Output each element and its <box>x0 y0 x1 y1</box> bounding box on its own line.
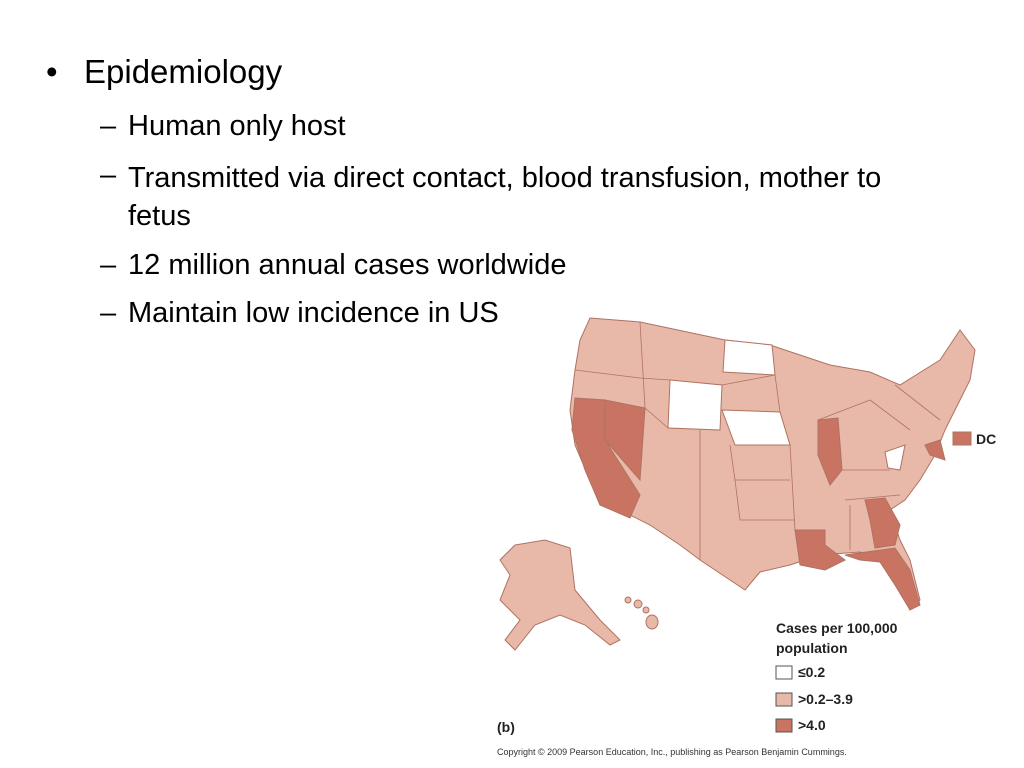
state-wy <box>667 379 723 431</box>
state-wv <box>884 444 906 471</box>
state-il <box>817 417 843 486</box>
dc-label: DC <box>976 431 997 447</box>
dash: – <box>100 249 117 281</box>
sub-bullet: Maintain low incidence in US <box>128 297 499 329</box>
legend-swatch-mid <box>775 692 793 707</box>
legend-label: >0.2–3.9 <box>798 691 853 707</box>
state-borders <box>574 321 941 560</box>
usa-map <box>499 317 976 733</box>
state-md <box>924 439 946 461</box>
state-la <box>794 529 846 571</box>
state-fl <box>844 547 921 611</box>
dash: – <box>100 110 117 142</box>
panel-label: (b) <box>497 719 515 735</box>
state-ak <box>499 539 621 651</box>
sub-bullet: Transmitted via direct contact, blood tr… <box>128 162 882 232</box>
legend-swatch-low <box>775 665 793 680</box>
state-nd <box>722 339 776 376</box>
dash: – <box>100 159 117 191</box>
state-nv <box>604 399 646 482</box>
bullet-text: Epidemiology <box>84 53 283 90</box>
dash: – <box>100 297 117 329</box>
bullet: • <box>46 53 58 90</box>
sub-bullet: Human only host <box>128 110 346 142</box>
state-hi <box>624 596 659 630</box>
copyright: Copyright © 2009 Pearson Education, Inc.… <box>497 747 847 757</box>
legend-swatch-high <box>775 718 793 733</box>
dc-swatch <box>952 431 972 446</box>
legend-label: ≤0.2 <box>798 664 826 680</box>
state-ne <box>721 409 791 446</box>
state-ga <box>864 497 901 549</box>
legend-title: Cases per 100,000 population <box>776 620 898 656</box>
legend-label: >4.0 <box>798 717 826 733</box>
sub-bullet: 12 million annual cases worldwide <box>128 249 567 281</box>
